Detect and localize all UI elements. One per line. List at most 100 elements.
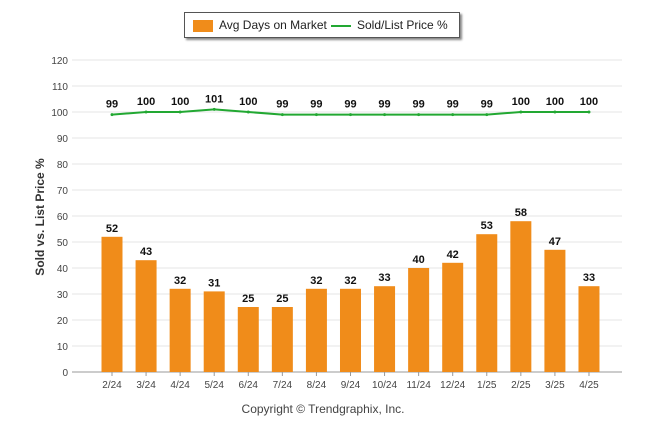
x-tick-label: 12/24	[440, 380, 465, 391]
bar-data-label: 42	[447, 249, 459, 261]
x-tick-label: 4/25	[579, 380, 599, 391]
line-data-label: 100	[580, 96, 598, 108]
bar	[476, 234, 498, 372]
x-tick-label: 5/24	[204, 380, 224, 391]
line-point	[314, 113, 318, 117]
line-point	[519, 110, 523, 114]
x-tick-label: 3/24	[136, 380, 156, 391]
x-tick-label: 7/24	[273, 380, 293, 391]
line-point	[110, 113, 114, 117]
bar	[203, 291, 225, 372]
bar	[305, 288, 327, 372]
bar	[408, 268, 430, 372]
bar	[101, 236, 123, 372]
y-axis-label: Sold vs. List Price %	[33, 158, 47, 276]
line-point	[383, 113, 387, 117]
bar-data-label: 25	[242, 293, 254, 305]
line-point	[417, 113, 421, 117]
x-tick-label: 2/24	[102, 380, 122, 391]
bar	[237, 307, 259, 372]
bar-data-label: 32	[174, 275, 186, 287]
y-tick-label: 110	[52, 82, 68, 93]
legend-line-label: Sold/List Price %	[357, 18, 448, 32]
x-tick-label: 11/24	[406, 380, 431, 391]
bar-data-label: 31	[208, 277, 220, 289]
bar	[578, 286, 600, 372]
bar-data-label: 33	[378, 272, 390, 284]
line-point	[553, 110, 557, 114]
x-tick-label: 8/24	[307, 380, 327, 391]
line-point	[348, 113, 352, 117]
bar	[169, 288, 191, 372]
bar-data-label: 40	[413, 254, 425, 266]
y-tick-label: 30	[57, 290, 69, 301]
y-tick-label: 80	[57, 160, 69, 171]
y-tick-label: 40	[57, 264, 69, 275]
line-point	[178, 110, 182, 114]
bar	[442, 262, 464, 372]
line-data-label: 100	[171, 96, 189, 108]
line-data-label: 100	[546, 96, 564, 108]
bar-data-label: 52	[106, 223, 118, 235]
y-axis-ticks: 0 10 20 30 40 50 60 70 80 90 100 110 120	[51, 56, 68, 379]
line-point	[144, 110, 148, 114]
bar-data-label: 25	[276, 293, 288, 305]
bar	[510, 221, 532, 372]
line-point	[451, 113, 455, 117]
line-point	[246, 110, 250, 114]
x-tick-label: 4/24	[170, 380, 190, 391]
bar-data-label: 58	[515, 207, 527, 219]
x-tick-label: 3/25	[545, 380, 565, 391]
line-series: 99 100 100 101 100 99 99 99 99 99 99 99 100 100 100	[106, 93, 598, 117]
bar	[339, 288, 361, 372]
bar-data-label: 33	[583, 272, 595, 284]
legend: Avg Days on Market Sold/List Price %	[184, 12, 460, 38]
line-point	[485, 113, 489, 117]
line-data-label: 99	[447, 99, 459, 111]
y-tick-label: 10	[57, 342, 69, 353]
line-data-label: 99	[481, 99, 493, 111]
copyright-footer: Copyright © Trendgraphix, Inc.	[241, 402, 405, 416]
line-data-label: 99	[413, 99, 425, 111]
y-tick-label: 60	[57, 212, 69, 223]
line-data-label: 99	[344, 99, 356, 111]
line-data-label: 99	[310, 99, 322, 111]
bar	[544, 249, 566, 372]
y-tick-label: 120	[51, 56, 68, 67]
x-tick-label: 9/24	[341, 380, 361, 391]
y-tick-label: 20	[57, 316, 69, 327]
legend-bar-swatch	[193, 20, 213, 32]
line-data-label: 99	[276, 99, 288, 111]
line-data-label: 99	[378, 99, 390, 111]
x-tick-label: 6/24	[239, 380, 259, 391]
line-data-label: 100	[512, 96, 530, 108]
y-tick-label: 90	[57, 134, 69, 145]
bar-data-label: 32	[310, 275, 322, 287]
x-tick-label: 2/25	[511, 380, 531, 391]
bar-series: 52 43 32 31 25 25 32 32 33 40 42 53 58 47 33	[101, 207, 600, 372]
line-point	[280, 113, 284, 117]
y-tick-label: 50	[57, 238, 69, 249]
x-tick-label: 1/25	[477, 380, 497, 391]
line-data-label: 101	[205, 93, 223, 105]
legend-line-swatch	[331, 25, 351, 27]
legend-bar-label: Avg Days on Market	[219, 18, 327, 32]
line-point	[587, 110, 591, 114]
line-data-label: 100	[239, 96, 257, 108]
bar-data-label: 32	[344, 275, 356, 287]
bar	[374, 286, 396, 372]
bar-data-label: 53	[481, 220, 493, 232]
y-tick-label: 70	[57, 186, 69, 197]
bar-data-label: 47	[549, 236, 561, 248]
y-tick-label: 100	[51, 108, 68, 119]
bar-data-label: 43	[140, 246, 152, 258]
y-tick-label: 0	[62, 368, 68, 379]
x-tick-label: 10/24	[372, 380, 397, 391]
bar	[271, 307, 293, 372]
x-axis-ticks: 2/24 3/24 4/24 5/24 6/24 7/24 8/24 9/24 10/24 11/…	[102, 372, 599, 391]
line-data-label: 99	[106, 99, 118, 111]
line-point	[212, 107, 216, 111]
line-data-label: 100	[137, 96, 155, 108]
bar	[135, 260, 157, 372]
